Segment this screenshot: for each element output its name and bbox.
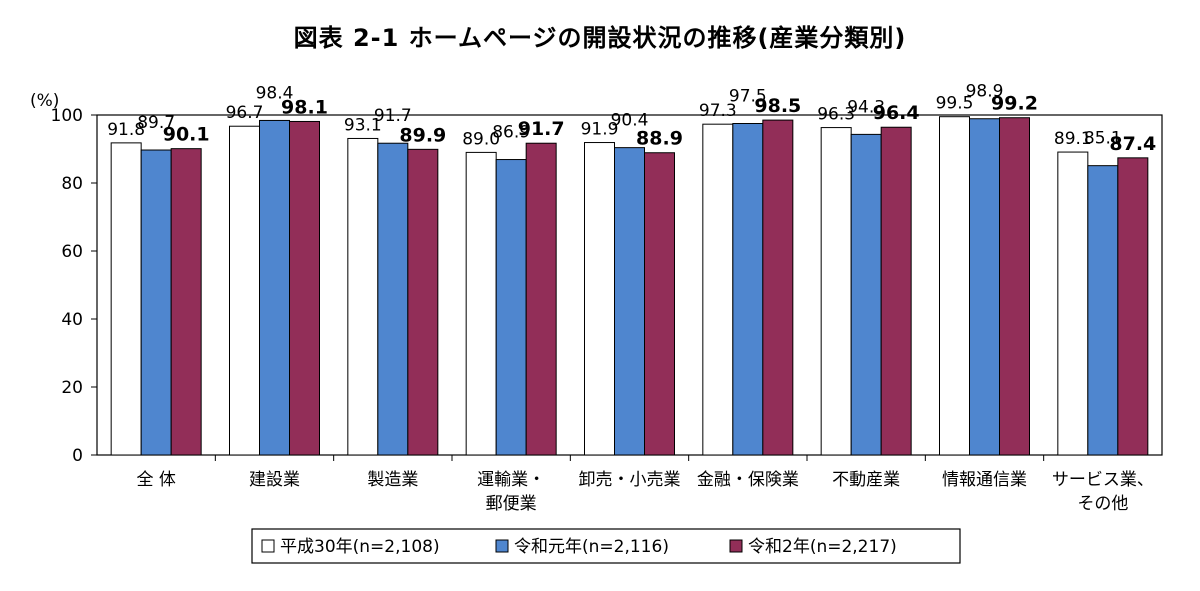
bar (762, 119, 794, 456)
bar (465, 151, 497, 456)
data-label: 98.1 (281, 96, 328, 118)
value-labels: 91.889.790.196.798.498.193.191.789.9 89.0… (107, 82, 1156, 155)
category-label: 建設業 (249, 470, 300, 490)
legend-swatch (495, 539, 509, 553)
bar (850, 133, 882, 456)
bar (732, 123, 764, 456)
data-label: 91.8 (107, 120, 145, 140)
bar (939, 116, 970, 456)
bar (259, 119, 290, 456)
data-label: 98.9 (966, 82, 1004, 102)
bar (229, 125, 260, 456)
bar (407, 148, 439, 456)
data-label: 91.9 (581, 120, 619, 140)
bar (999, 117, 1030, 456)
bar (880, 126, 912, 456)
legend: 平成30年(n=2,108) 令和元年(n=2,116) 令和2年(n=2,217) (251, 528, 961, 564)
data-label: 98.5 (754, 95, 801, 117)
category-label: 不動産業 (832, 470, 900, 490)
bar (1057, 151, 1089, 456)
data-label: 89.0 (462, 129, 500, 149)
data-label: 96.3 (817, 105, 855, 125)
bar (1087, 165, 1119, 456)
y-tick-label: 20 (61, 378, 83, 398)
y-tick-label: 40 (61, 310, 83, 330)
category-label: その他 (1077, 494, 1128, 514)
legend-swatch (261, 539, 275, 553)
data-label: 86.9 (492, 123, 530, 143)
category-label: 情報通信業 (942, 470, 1027, 490)
data-label: 87.4 (1109, 133, 1156, 155)
data-label: 90.4 (611, 111, 649, 131)
data-label: 93.1 (344, 115, 382, 135)
legend-label: 平成30年(n=2,108) (280, 537, 440, 557)
bar (525, 142, 557, 456)
data-label: 89.1 (1054, 129, 1092, 149)
data-label: 97.5 (729, 87, 767, 107)
category-label: 卸売・小売業 (579, 470, 681, 490)
y-tick-label: 80 (61, 174, 83, 194)
category-label: 郵便業 (486, 494, 537, 514)
legend-swatch (729, 539, 743, 553)
category-label: サービス業、 (1052, 470, 1154, 490)
data-label: 96.7 (226, 103, 264, 123)
data-label: 94.3 (847, 97, 885, 117)
category-label: 運輸業・ (477, 470, 545, 490)
data-label: 85.1 (1084, 129, 1122, 149)
data-label: 99.2 (991, 93, 1038, 115)
bar (614, 147, 645, 456)
data-label: 90.1 (163, 124, 210, 146)
data-label: 89.7 (137, 113, 175, 133)
category-labels: 全 体 建設業 製造業 運輸業・郵便業 卸売・小売業 金融・保険業 不動産業 情報通信業 サービ… (136, 470, 1153, 514)
legend-box (251, 528, 961, 564)
data-label: 91.7 (518, 118, 565, 140)
bar (495, 159, 527, 456)
category-label: 全 体 (136, 470, 175, 490)
bar (170, 148, 202, 456)
bar (1117, 157, 1149, 456)
bars (110, 116, 1149, 456)
y-tick-label: 100 (51, 106, 83, 126)
bar (820, 127, 852, 456)
y-tick-label: 0 (72, 446, 83, 466)
y-tick-label: 60 (61, 242, 83, 262)
chart-title: 図表 2-1 ホームページの開設状況の推移(産業分類別) (293, 24, 907, 52)
bar (347, 137, 379, 456)
category-label: 製造業 (367, 470, 418, 490)
data-label: 97.3 (699, 101, 737, 121)
bar (644, 152, 675, 456)
bar (584, 142, 615, 456)
bar (110, 142, 142, 456)
data-label: 99.5 (936, 94, 974, 114)
y-axis-unit: (%) (30, 91, 59, 111)
bar (377, 142, 409, 456)
data-label: 91.7 (374, 106, 412, 126)
data-label: 89.9 (399, 124, 446, 146)
legend-label: 令和2年(n=2,217) (748, 537, 897, 557)
bar (969, 118, 1000, 456)
legend-label: 令和元年(n=2,116) (514, 537, 669, 557)
data-label: 96.4 (873, 102, 920, 124)
bar (702, 123, 734, 456)
data-label: 88.9 (636, 128, 683, 150)
bar (289, 120, 320, 456)
data-label: 98.4 (256, 83, 294, 103)
bar (140, 149, 172, 456)
category-label: 金融・保険業 (697, 470, 799, 490)
